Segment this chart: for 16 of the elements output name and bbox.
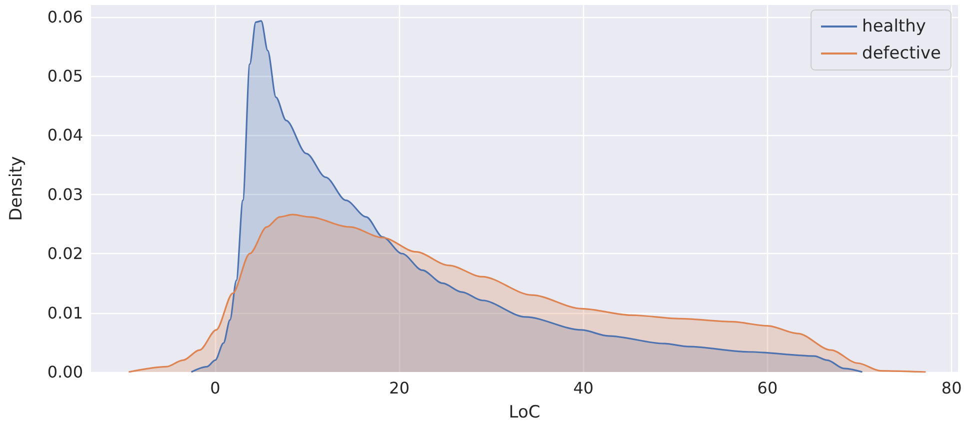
legend-label: defective [862, 44, 942, 64]
y-tick-label: 0.02 [47, 244, 83, 264]
x-axis-title: LoC [508, 402, 540, 422]
x-tick-label: 80 [941, 378, 962, 398]
legend-label: healthy [862, 16, 926, 36]
y-tick-label: 0.06 [47, 7, 83, 26]
x-tick-label: 40 [573, 378, 594, 398]
x-tick-label: 60 [757, 378, 778, 398]
y-tick-label: 0.01 [47, 303, 83, 322]
x-tick-label: 20 [389, 378, 410, 398]
y-tick-label: 0.05 [47, 66, 83, 86]
y-tick-label: 0.00 [47, 362, 83, 382]
y-tick-label: 0.04 [47, 126, 83, 145]
y-tick-label: 0.03 [47, 184, 83, 204]
x-tick-label: 0 [210, 378, 220, 398]
y-axis-title: Density [6, 156, 26, 221]
